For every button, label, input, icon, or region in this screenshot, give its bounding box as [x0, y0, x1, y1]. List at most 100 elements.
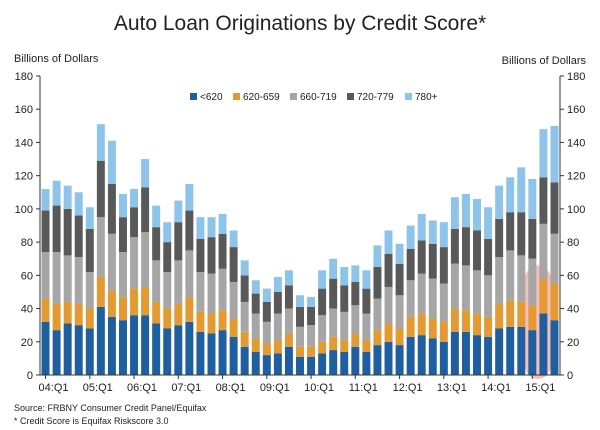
bar-segment: [196, 311, 205, 332]
bar-segment: [417, 213, 426, 241]
bar-segment: [384, 286, 393, 324]
bar-segment: [41, 188, 50, 211]
bar-segment: [351, 281, 360, 306]
bar-segment: [461, 331, 470, 375]
bar-segment: [384, 230, 393, 254]
bar-segment: [473, 230, 482, 271]
legend-swatch: [190, 93, 197, 100]
left-tick-label: 80: [21, 237, 33, 249]
x-tick-label: 15:Q1: [525, 382, 555, 394]
left-tick-label: 20: [21, 337, 33, 349]
left-tick-label: 100: [15, 204, 33, 216]
bar-segment: [130, 207, 139, 238]
bar-segment: [506, 212, 515, 251]
left-tick-label: 0: [27, 370, 33, 382]
bar-segment: [528, 330, 537, 375]
legend-swatch: [233, 93, 240, 100]
bar-segment: [550, 233, 559, 284]
bar-segment: [329, 308, 338, 337]
bar-segment: [229, 281, 238, 319]
bar-segment: [107, 183, 116, 234]
bar-segment: [96, 306, 105, 375]
bar-segment: [141, 286, 150, 316]
bar-segment: [52, 252, 61, 304]
bar-segment: [218, 233, 227, 269]
bar-segment: [506, 326, 515, 375]
bar-segment: [41, 321, 50, 375]
bar-segment: [495, 185, 504, 219]
bar-segment: [185, 250, 194, 297]
bar-segment: [74, 257, 83, 304]
right-tick-label: 60: [567, 270, 579, 282]
bar-segment: [229, 336, 238, 375]
right-axis-unit-label: Billions of Dollars: [502, 55, 587, 67]
footnote: * Credit Score is Equifax Riskscore 3.0: [14, 416, 169, 426]
bar-segment: [340, 340, 349, 352]
bar-segment: [362, 270, 371, 289]
bar-segment: [174, 303, 183, 326]
bar-segment: [506, 300, 515, 327]
bar-segment: [340, 351, 349, 375]
bar-segment: [550, 320, 559, 375]
bar-segment: [85, 308, 94, 329]
bar-segment: [141, 159, 150, 188]
bar-segment: [395, 345, 404, 375]
bar-segment: [373, 345, 382, 375]
bar-segment: [362, 351, 371, 375]
bar-segment: [141, 187, 150, 233]
bar-segment: [119, 217, 127, 253]
bar-segment: [119, 320, 127, 375]
bar-segment: [329, 350, 338, 375]
bar-segment: [461, 227, 470, 266]
bar-segment: [517, 301, 526, 327]
bar-segment: [517, 255, 526, 302]
x-tick-label: 04:Q1: [39, 382, 69, 394]
bar-segment: [207, 273, 216, 314]
bar-segment: [340, 267, 349, 286]
x-tick-label: 07:Q1: [171, 382, 201, 394]
bar-segment: [218, 213, 227, 234]
bar-segment: [130, 237, 139, 289]
bar-segment: [528, 305, 537, 331]
right-tick-label: 0: [567, 370, 573, 382]
bar-segment: [417, 313, 426, 336]
bar-segment: [85, 272, 94, 309]
bar-segment: [52, 303, 61, 331]
bar-segment: [550, 182, 559, 234]
bars-layer: [41, 124, 559, 375]
bar-segment: [550, 125, 559, 183]
legend-label: 620-659: [243, 92, 280, 103]
left-tick-label: 160: [15, 104, 33, 116]
bar-segment: [185, 210, 194, 251]
bar-segment: [539, 223, 548, 279]
bar-segment: [284, 285, 293, 309]
bar-segment: [495, 218, 504, 258]
bar-segment: [218, 268, 227, 311]
bar-segment: [373, 267, 382, 299]
bar-segment: [340, 285, 349, 312]
bar-segment: [517, 212, 526, 256]
bar-segment: [196, 217, 205, 239]
bar-segment: [273, 276, 282, 292]
bar-segment: [539, 129, 548, 178]
left-tick-label: 120: [15, 171, 33, 183]
bar-segment: [340, 311, 349, 341]
bar-segment: [373, 245, 382, 268]
bar-segment: [450, 308, 459, 332]
bar-segment: [273, 340, 282, 354]
x-tick-label: 13:Q1: [437, 382, 467, 394]
bar-segment: [174, 200, 183, 223]
x-tick-label: 11:Q1: [349, 382, 378, 394]
axis-layer: 0 0 20 20 40 40 60 60 80 80 100 100 120 120 140 140 160 1…: [15, 71, 586, 394]
x-tick-label: 06:Q1: [127, 382, 157, 394]
bar-segment: [473, 335, 482, 375]
bar-segment: [461, 310, 470, 332]
bar-segment: [428, 318, 437, 339]
bar-segment: [196, 272, 205, 312]
legend-label: 660-719: [300, 92, 337, 103]
bar-segment: [296, 346, 304, 357]
bar-segment: [74, 325, 83, 375]
bar-segment: [318, 353, 327, 375]
bar-segment: [96, 124, 105, 161]
